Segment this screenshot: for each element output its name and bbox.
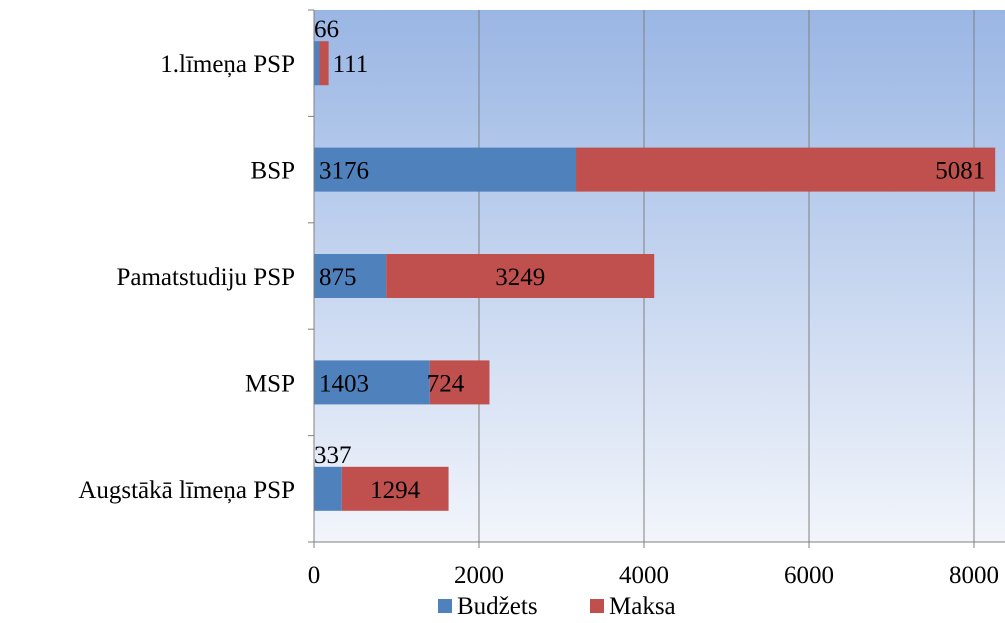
data-label-budzets: 1403: [319, 370, 369, 397]
bar-maksa: [386, 254, 655, 298]
bars: [314, 41, 996, 511]
bar-budzets: [314, 360, 430, 405]
data-label-budzets: 66: [314, 16, 339, 43]
category-label: Augstākā līmeņa PSP: [78, 477, 295, 504]
data-label-budzets: 875: [319, 264, 357, 291]
legend-label-maksa: Maksa: [609, 593, 676, 620]
data-label-maksa: 111: [333, 51, 369, 78]
legend: Budžets Maksa: [438, 593, 676, 620]
bar-maksa: [576, 147, 996, 192]
category-label: BSP: [251, 158, 295, 185]
category-label: 1.līmeņa PSP: [160, 51, 295, 78]
category-label: Pamatstudiju PSP: [116, 264, 295, 291]
data-label-maksa: 5081: [935, 158, 985, 185]
data-label-maksa: 3249: [495, 264, 545, 291]
x-tick-label: 0: [308, 562, 321, 589]
bar-maksa: [429, 360, 490, 405]
bar-budzets: [314, 41, 320, 86]
legend-swatch-budzets: [438, 599, 452, 613]
category-label: MSP: [245, 370, 295, 397]
labels: 0 2000 4000 6000 8000 1.līmeņa PSP BSP Pamatstu…: [78, 16, 999, 589]
axes: [308, 9, 1005, 548]
bar-budzets: [314, 254, 387, 298]
bar-maksa: [341, 466, 449, 511]
x-tick-label: 4000: [619, 562, 669, 589]
legend-label-budzets: Budžets: [457, 593, 538, 620]
data-label-budzets: 337: [314, 442, 352, 469]
data-label-maksa: 724: [427, 370, 465, 397]
x-tick-label: 2000: [454, 562, 504, 589]
data-label-budzets: 3176: [319, 158, 369, 185]
bar-budzets: [314, 466, 342, 511]
legend-swatch-maksa: [590, 599, 604, 613]
x-tick-label: 6000: [784, 562, 834, 589]
data-label-maksa: 1294: [370, 477, 421, 504]
bar-budzets: [314, 147, 577, 192]
x-tick-label: 8000: [949, 562, 999, 589]
bar-maksa: [319, 41, 329, 86]
